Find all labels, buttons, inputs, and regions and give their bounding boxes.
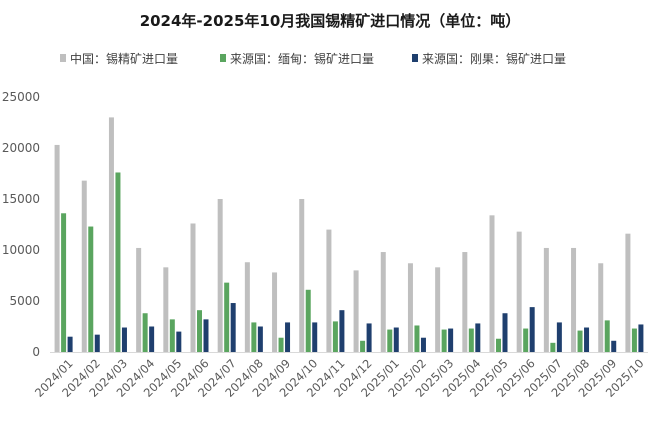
bar: [203, 319, 209, 352]
bar: [224, 282, 230, 352]
bar: [332, 321, 338, 352]
bar: [272, 272, 278, 352]
legend-swatch: [220, 54, 226, 62]
y-tick-label: 15000: [2, 192, 40, 206]
bar: [81, 180, 87, 352]
bar: [54, 144, 60, 352]
legend: 中国：锡精矿进口量 来源国：缅甸：锡矿进口量 来源国：刚果：锡矿进口量: [60, 51, 566, 66]
y-tick-label: 20000: [2, 141, 40, 155]
bar: [61, 213, 67, 352]
bar: [598, 263, 604, 352]
y-tick-label: 0: [32, 345, 40, 359]
bar: [543, 247, 549, 352]
bar: [393, 327, 399, 352]
bar: [94, 334, 100, 352]
legend-item: 来源国：刚果：锡矿进口量: [412, 51, 566, 66]
bar: [448, 328, 454, 352]
bar: [387, 329, 393, 352]
bar: [190, 223, 196, 352]
bar: [251, 322, 257, 352]
y-tick-label: 25000: [2, 90, 40, 104]
bar: [496, 338, 501, 352]
bar: [502, 313, 508, 352]
bar: [278, 337, 284, 352]
legend-label: 来源国：缅甸：锡矿进口量: [230, 51, 374, 66]
bar: [176, 331, 182, 352]
bar: [230, 303, 236, 352]
bar: [468, 328, 474, 352]
bar: [435, 267, 441, 352]
bar: [407, 263, 413, 352]
bar: [462, 252, 468, 352]
bar: [584, 327, 590, 352]
bar: [285, 322, 291, 352]
bar: [326, 229, 332, 352]
legend-item: 来源国：缅甸：锡矿进口量: [220, 51, 374, 66]
bar: [312, 322, 318, 352]
bar: [366, 323, 372, 352]
bar: [489, 215, 495, 352]
bar: [380, 252, 386, 352]
bar: [550, 342, 556, 352]
bar: [516, 231, 522, 352]
y-tick-label: 10000: [2, 243, 40, 257]
legend-swatch: [60, 54, 66, 62]
bar: [420, 337, 426, 352]
bar: [638, 324, 644, 352]
legend-swatch: [412, 54, 418, 62]
bar: [108, 117, 114, 353]
x-tick-labels: 2024/012024/022024/032024/042024/052024/…: [32, 356, 647, 400]
bar: [360, 340, 366, 352]
bar: [88, 226, 94, 352]
bar: [217, 199, 223, 352]
bar: [142, 313, 148, 352]
bar: [121, 327, 127, 352]
bar: [136, 247, 142, 352]
bar: [257, 326, 263, 352]
legend-item: 中国：锡精矿进口量: [60, 51, 178, 66]
bar: [631, 328, 637, 352]
bar: [556, 322, 562, 352]
y-tick-label: 5000: [9, 294, 40, 308]
bar: [475, 323, 481, 352]
bar: [529, 307, 535, 352]
bar: [163, 267, 169, 352]
legend-label: 中国：锡精矿进口量: [70, 51, 178, 66]
bar: [604, 320, 610, 352]
bar: [577, 330, 583, 352]
bar: [299, 199, 305, 352]
bar: [523, 328, 529, 352]
bar: [353, 270, 359, 352]
bar: [441, 329, 447, 352]
chart-title: 2024年-2025年10月我国锡精矿进口情况（单位：吨）: [140, 12, 521, 30]
bars: [54, 117, 644, 353]
legend-label: 来源国：刚果：锡矿进口量: [422, 51, 566, 66]
bar: [625, 233, 631, 352]
axes: 0 5000 10000 15000 20000 25000: [2, 90, 648, 359]
bar: [244, 262, 250, 352]
bar: [149, 326, 155, 352]
bar: [571, 247, 577, 352]
bar: [611, 340, 617, 352]
bar: [339, 310, 345, 352]
bar: [169, 319, 175, 352]
bar: [67, 336, 73, 352]
bar: [115, 172, 121, 352]
bar: [414, 325, 420, 352]
bar: [197, 310, 202, 352]
bar: [305, 289, 311, 352]
